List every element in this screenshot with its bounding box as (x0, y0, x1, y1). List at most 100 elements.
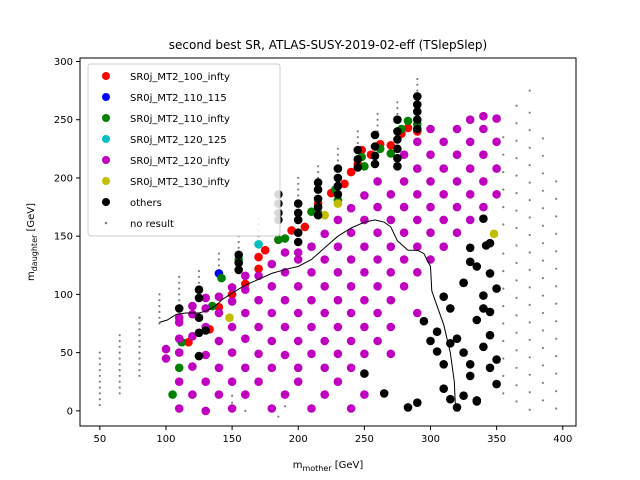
point-no-result (98, 363, 101, 366)
x-axis-title-base: m (293, 460, 303, 471)
point-sr0j-mt2-120-infty (426, 202, 435, 212)
point-sr0j-mt2-100-infty (346, 167, 356, 177)
point-no-result (515, 279, 518, 282)
point-sr0j-mt2-120-infty (307, 349, 316, 359)
point-others (479, 214, 488, 223)
point-sr0j-mt2-120-infty (267, 404, 277, 413)
point-no-result (178, 299, 181, 302)
point-no-result (502, 339, 505, 343)
point-others (439, 292, 449, 302)
point-others (393, 144, 402, 154)
point-no-result (528, 338, 531, 341)
exclusion-contour (159, 219, 457, 411)
point-sr0j-mt2-120-infty (399, 255, 409, 264)
point-sr0j-mt2-120-infty (413, 268, 422, 277)
point-others (293, 237, 303, 247)
point-sr0j-mt2-120-infty (346, 404, 356, 413)
point-others (446, 304, 455, 313)
y-tick-label: 100 (54, 290, 73, 301)
point-others (413, 107, 422, 116)
point-no-result (138, 322, 141, 325)
point-sr0j-mt2-120-infty (452, 228, 462, 237)
point-no-result (138, 345, 141, 348)
point-sr0j-mt2-120-infty (479, 111, 488, 121)
point-sr0j-mt2-120-infty (413, 308, 422, 318)
point-sr0j-mt2-120-infty (188, 332, 197, 341)
point-no-result (118, 374, 121, 377)
point-others (403, 403, 413, 412)
point-others (492, 355, 501, 364)
point-others (472, 262, 482, 271)
point-no-result (528, 111, 531, 114)
point-others (393, 135, 402, 144)
point-others (492, 379, 501, 389)
point-others (353, 155, 363, 164)
point-no-result (528, 199, 531, 202)
point-sr0j-mt2-120-infty (174, 334, 184, 344)
point-others (370, 142, 380, 151)
point-others (370, 130, 380, 140)
point-sr0j-mt2-120-infty (280, 248, 290, 257)
point-no-result (356, 141, 359, 145)
point-sr0j-mt2-120-infty (333, 295, 343, 305)
x-tick-label: 50 (93, 434, 106, 445)
x-tick-label: 200 (289, 434, 308, 445)
point-others (333, 190, 343, 199)
series-sr0j-mt2-120-infty (161, 111, 501, 416)
chart-title: second best SR, ATLAS-SUSY-2019-02-eff (… (169, 38, 487, 52)
point-sr0j-mt2-110-infty (168, 390, 177, 399)
point-others (485, 363, 495, 373)
point-no-result (297, 188, 300, 191)
point-no-result (178, 293, 181, 296)
point-sr0j-mt2-120-infty (293, 377, 303, 387)
y-axis-title-unit: [GeV] (26, 203, 37, 235)
point-sr0j-mt2-120-infty (346, 228, 356, 237)
point-no-result (502, 136, 505, 139)
point-sr0j-mt2-120-infty (280, 295, 290, 305)
point-no-result (528, 286, 531, 289)
point-no-result (528, 89, 531, 92)
point-no-result (158, 293, 161, 296)
point-sr0j-mt2-120-infty (399, 177, 409, 186)
point-sr0j-mt2-120-infty (426, 150, 435, 159)
series-sr0j-mt2-120-125 (254, 240, 263, 249)
point-sr0j-mt2-120-infty (280, 322, 290, 332)
point-others (432, 327, 442, 337)
point-sr0j-mt2-120-infty (320, 229, 330, 239)
point-others (293, 228, 303, 237)
y-tick-label: 250 (54, 115, 73, 126)
point-no-result (118, 339, 121, 343)
point-sr0j-mt2-120-infty (214, 363, 224, 373)
point-others (439, 360, 449, 369)
point-no-result (297, 176, 300, 179)
point-sr0j-mt2-110-infty (208, 301, 217, 311)
point-sr0j-mt2-120-infty (465, 164, 475, 173)
point-others (479, 291, 488, 300)
x-tick-label: 400 (553, 434, 572, 445)
point-no-result (515, 157, 518, 160)
point-others (413, 92, 422, 101)
point-no-result (515, 400, 518, 403)
point-sr0j-mt2-120-infty (320, 282, 330, 291)
point-others (413, 398, 422, 408)
point-no-result (217, 258, 220, 261)
point-no-result (416, 77, 419, 81)
x-axis-title-subscript: mother (302, 464, 332, 473)
point-no-result (515, 261, 518, 265)
point-others (485, 307, 495, 317)
point-no-result (118, 351, 121, 354)
point-others (452, 403, 462, 412)
point-no-result (158, 310, 161, 313)
point-sr0j-mt2-120-infty (373, 177, 382, 186)
point-sr0j-mt2-120-infty (413, 215, 422, 225)
point-others (472, 397, 482, 406)
point-no-result (555, 337, 558, 340)
point-sr0j-mt2-120-infty (465, 215, 475, 225)
point-no-result (416, 89, 419, 92)
point-others (293, 215, 303, 225)
x-tick-label: 150 (223, 434, 242, 445)
point-no-result (515, 174, 518, 177)
point-no-result (317, 171, 320, 174)
point-sr0j-mt2-120-infty (373, 228, 382, 237)
